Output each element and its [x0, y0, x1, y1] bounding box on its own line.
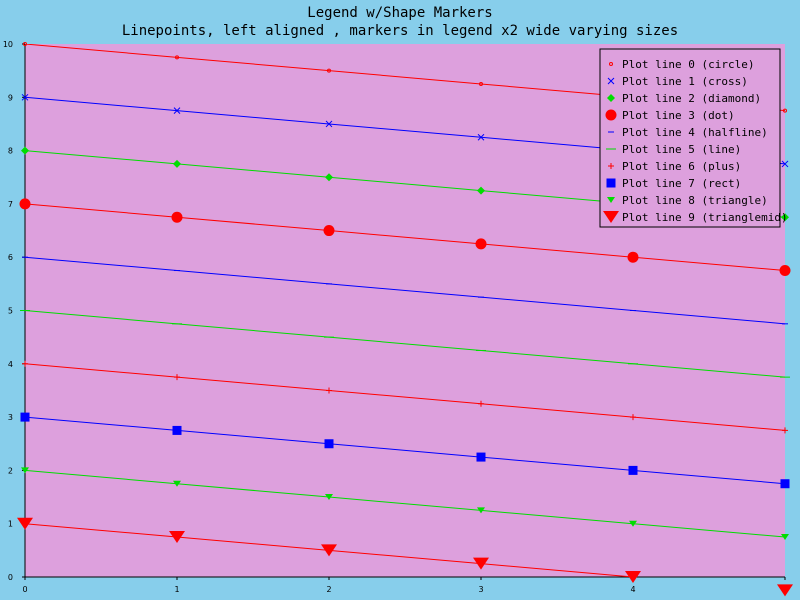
- data-point-marker: [477, 133, 485, 141]
- chart-title: Legend w/Shape Markers: [307, 5, 493, 21]
- legend-label: Plot line 7 (rect): [622, 177, 741, 190]
- data-point-marker: [779, 265, 791, 277]
- legend-label: Plot line 3 (dot): [622, 109, 735, 122]
- data-point-marker: [477, 186, 485, 195]
- data-point-marker: [172, 425, 182, 435]
- data-point-marker: [20, 412, 30, 422]
- y-tick-label: 4: [8, 360, 13, 369]
- legend-marker: [609, 62, 613, 66]
- series-line-9: [25, 523, 639, 577]
- y-tick-label: 1: [8, 520, 13, 529]
- data-point-marker: [326, 387, 332, 394]
- series-markers-4: [22, 256, 788, 325]
- legend-label: Plot line 6 (plus): [622, 160, 741, 173]
- legend-label: Plot line 9 (trianglemid): [622, 211, 788, 224]
- y-tick-label: 9: [8, 93, 13, 102]
- data-point-marker: [625, 571, 641, 583]
- data-point-marker: [782, 427, 788, 434]
- data-point-marker: [627, 251, 639, 263]
- chart-subtitle: Linepoints, left aligned , markers in le…: [121, 23, 679, 39]
- data-point-marker: [325, 173, 333, 182]
- y-tick-label: 8: [8, 147, 13, 156]
- data-point-marker: [327, 68, 331, 73]
- y-tick-label: 7: [8, 200, 13, 209]
- legend-marker: [605, 109, 617, 121]
- x-tick-label: 2: [326, 585, 331, 594]
- legend-box: [599, 48, 781, 228]
- series-markers-8: [21, 467, 789, 541]
- legend-marker: [603, 211, 619, 223]
- series-markers-7: [20, 412, 790, 489]
- legend-label: Plot line 0 (circle): [622, 58, 754, 71]
- y-tick-label: 2: [8, 466, 13, 475]
- data-point-marker: [781, 534, 789, 541]
- data-point-marker: [324, 439, 334, 449]
- series-line-5: [25, 310, 785, 378]
- series-line-7: [25, 416, 785, 485]
- data-point-marker: [175, 55, 179, 60]
- legend-marker: [608, 163, 614, 169]
- data-point-marker: [23, 42, 27, 46]
- data-point-marker: [171, 211, 183, 223]
- legend-label: Plot line 4 (halfline): [622, 126, 768, 139]
- data-point-marker: [22, 360, 28, 367]
- data-point-marker: [478, 400, 484, 407]
- legend-marker: [606, 178, 616, 188]
- y-tick-label: 5: [8, 307, 13, 316]
- data-point-marker: [479, 81, 483, 86]
- legend-label: Plot line 2 (diamond): [622, 92, 761, 105]
- data-point-marker: [629, 520, 637, 527]
- x-tick-label: 1: [174, 585, 179, 594]
- series-line-4: [25, 256, 785, 325]
- data-point-marker: [325, 494, 333, 501]
- series-line-3: [25, 203, 785, 272]
- data-point-marker: [21, 467, 29, 474]
- data-point-marker: [475, 238, 487, 250]
- data-point-marker: [628, 465, 638, 475]
- y-tick-label: 0: [8, 573, 13, 582]
- x-tick-label: 3: [478, 585, 483, 594]
- x-tick-label: 0: [22, 585, 27, 594]
- data-point-marker: [173, 480, 181, 487]
- data-point-marker: [781, 160, 789, 168]
- data-point-marker: [19, 198, 31, 210]
- data-point-marker: [783, 108, 787, 113]
- data-point-marker: [473, 557, 489, 570]
- series-markers-3: [19, 198, 791, 277]
- data-point-marker: [325, 120, 333, 128]
- x-tick-label: 4: [630, 585, 635, 594]
- data-point-marker: [630, 414, 636, 421]
- y-tick-label: 10: [3, 40, 13, 49]
- series-line-6: [25, 363, 785, 431]
- legend-label: Plot line 5 (line): [622, 143, 741, 156]
- legend-marker: [607, 94, 615, 102]
- data-point-marker: [169, 531, 185, 544]
- legend-marker: [607, 77, 615, 85]
- y-tick-label: 6: [8, 253, 13, 262]
- legend-marker: [607, 197, 615, 203]
- legend-label: Plot line 8 (triangle): [622, 194, 768, 207]
- series-markers-5: [20, 310, 790, 378]
- data-point-marker: [323, 225, 335, 237]
- data-point-marker: [174, 374, 180, 381]
- data-point-marker: [173, 107, 181, 114]
- data-point-marker: [476, 452, 486, 462]
- data-point-marker: [780, 479, 790, 489]
- data-point-marker: [777, 584, 793, 597]
- data-point-marker: [21, 146, 29, 155]
- data-point-marker: [781, 213, 789, 222]
- y-tick-label: 3: [8, 413, 13, 422]
- data-point-marker: [321, 544, 337, 557]
- data-point-marker: [173, 159, 181, 168]
- series-line-8: [25, 469, 785, 538]
- data-point-marker: [17, 517, 33, 530]
- legend-label: Plot line 1 (cross): [622, 75, 748, 88]
- data-point-marker: [21, 93, 29, 101]
- series-markers-6: [22, 360, 788, 434]
- data-point-marker: [477, 507, 485, 514]
- legend: Plot line 0 (circle) Plot line 1 (cross) P…: [599, 48, 788, 228]
- series-markers-9: [17, 517, 793, 597]
